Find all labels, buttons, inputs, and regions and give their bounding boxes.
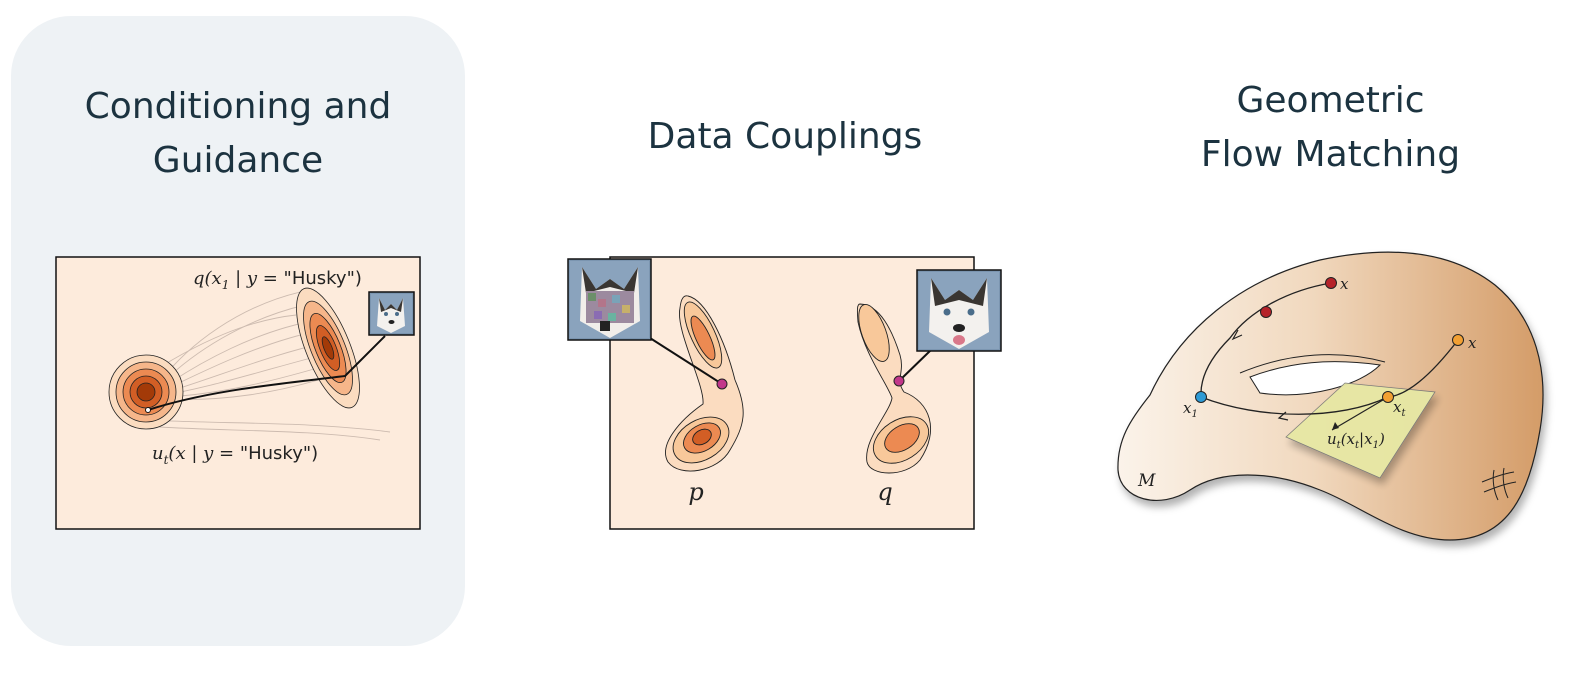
q-sample-point [893,375,905,387]
p-connector [649,337,723,385]
q-label-couplings: q [877,478,892,506]
manifold-hole [1249,361,1382,396]
source-density [108,354,184,430]
tangent-plane [1285,382,1436,479]
noisy-husky-image [567,258,652,341]
point-x1 [1195,391,1207,403]
couplings-panel: Data Couplings [520,0,1050,675]
flow-curve-bottom [1200,339,1459,415]
conditional-path [147,335,386,411]
point-x-right [1452,334,1464,346]
hole-rim [1239,354,1386,374]
flow-curve-top [1200,282,1332,398]
conditioning-title-line2: Guidance [152,140,324,181]
geometric-title: Geometric Flow Matching [1090,74,1571,182]
q-connector [898,348,933,382]
arrowhead-bottom [1277,411,1289,421]
u-label: ut(x | y = "Husky") [152,443,318,467]
conditioning-panel: Conditioning and Guidance [0,0,480,675]
q-label: q(x1 | y = "Husky") [193,268,362,292]
xt-label: xt [1393,398,1406,419]
geometric-panel: Geometric Flow Matching [1090,0,1571,675]
path-start-point [145,407,151,413]
conditioning-title: Conditioning and Guidance [11,80,465,188]
conditioning-figure: q(x1 | y = "Husky") ut(x | y = "Husky") [55,256,421,530]
point-mid-top [1260,306,1272,318]
velocity-vector [1331,396,1389,431]
manifold-label: M [1137,471,1156,491]
velocity-label: ut(xt|x1) [1327,430,1385,451]
couplings-figure: p q [567,256,1002,530]
arrowhead-top [1231,329,1243,341]
clean-husky-image [916,269,1002,352]
hatch-mark [1481,467,1517,501]
husky-image [368,291,415,336]
p-label: p [688,478,703,506]
couplings-frame [609,256,975,530]
couplings-title: Data Couplings [647,116,923,157]
target-density [296,287,360,409]
geometric-title-line1: Geometric [1236,80,1425,121]
p-sample-point [716,378,728,390]
conditioning-title-line1: Conditioning and [84,86,392,127]
p-density [665,295,744,472]
q-density [856,303,931,474]
x1-label: x1 [1183,399,1198,420]
point-xt [1382,391,1394,403]
x-right-label: x [1468,334,1477,352]
velocity-arrowhead [1332,422,1339,430]
x-top-label: x [1340,275,1349,293]
geometric-figure: x x x1 xt ut(xt|x1) M [1117,251,1544,541]
geometric-title-line2: Flow Matching [1200,134,1461,175]
point-x-top [1325,277,1337,289]
